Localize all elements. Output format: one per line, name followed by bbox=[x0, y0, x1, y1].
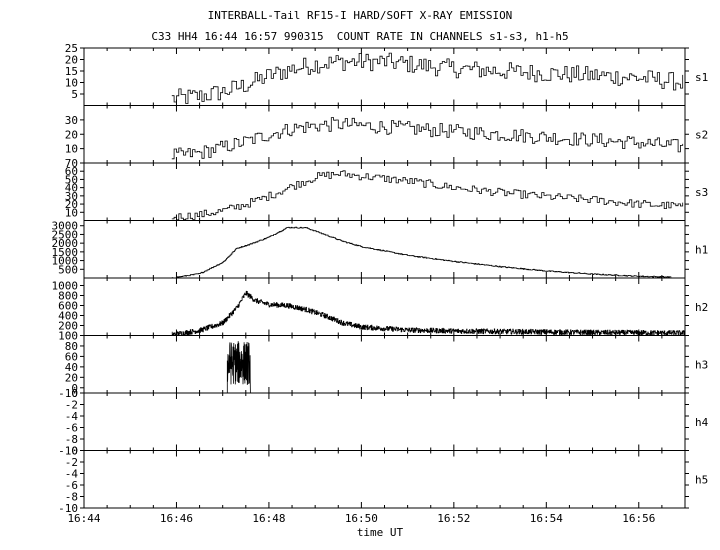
series-line-h2 bbox=[171, 290, 686, 336]
y-tick-label-h1: 3000 bbox=[52, 220, 79, 233]
y-tick-label-h3: -10 bbox=[58, 387, 78, 400]
y-tick-label-s3: 10 bbox=[65, 206, 78, 219]
y-tick-label-h3: 80 bbox=[65, 340, 78, 353]
y-tick-label-h2: 1000 bbox=[52, 280, 79, 293]
x-tick-label: 16:56 bbox=[622, 512, 655, 525]
y-tick-label-s2: 30 bbox=[65, 114, 78, 127]
channel-label-s2: s2 bbox=[695, 128, 708, 141]
y-tick-label-h4: -8 bbox=[65, 433, 78, 446]
x-tick-label: 16:54 bbox=[530, 512, 563, 525]
y-tick-label-s3: 70 bbox=[65, 157, 78, 170]
y-tick-label-h2: 200 bbox=[58, 320, 78, 333]
x-tick-label: 16:52 bbox=[437, 512, 470, 525]
y-tick-label-h5: -4 bbox=[65, 468, 79, 481]
x-tick-label: 16:50 bbox=[345, 512, 378, 525]
series-line-s1 bbox=[171, 52, 684, 104]
y-tick-label-h1: 2000 bbox=[52, 237, 79, 250]
y-tick-label-h5: -10 bbox=[58, 502, 78, 515]
y-tick-label-h1: 1500 bbox=[52, 246, 79, 259]
y-tick-label-s1: 25 bbox=[65, 42, 78, 55]
y-tick-label-h3: 100 bbox=[58, 330, 78, 343]
y-tick-label-h1: 2500 bbox=[52, 228, 79, 241]
x-tick-label: 16:48 bbox=[252, 512, 285, 525]
panel-frame-h5 bbox=[83, 450, 686, 509]
y-tick-label-h3: 40 bbox=[65, 361, 78, 374]
y-tick-label-h3: 0 bbox=[71, 382, 78, 395]
x-tick-label: 16:44 bbox=[67, 512, 100, 525]
channel-label-h5: h5 bbox=[695, 473, 708, 486]
y-tick-label-s2: 20 bbox=[65, 128, 78, 141]
y-tick-label-s3: 30 bbox=[65, 190, 78, 203]
panel-frame-h3 bbox=[83, 335, 686, 394]
series-line-h3 bbox=[226, 341, 251, 394]
panel-frame-h2 bbox=[83, 277, 686, 336]
y-tick-label-s3: 40 bbox=[65, 182, 78, 195]
y-tick-label-h1: 1000 bbox=[52, 255, 79, 268]
y-tick-label-h4: -10 bbox=[58, 445, 78, 458]
channel-label-h1: h1 bbox=[695, 243, 708, 256]
y-tick-label-h5: -8 bbox=[65, 491, 78, 504]
y-tick-label-s3: 20 bbox=[65, 198, 78, 211]
y-tick-label-h5: -6 bbox=[65, 479, 78, 492]
y-tick-label-h2: 400 bbox=[58, 310, 78, 323]
y-tick-label-h4: -2 bbox=[65, 399, 78, 412]
y-tick-label-s2: 10 bbox=[65, 143, 78, 156]
y-tick-label-s1: 20 bbox=[65, 54, 78, 67]
x-tick-label: 16:46 bbox=[160, 512, 193, 525]
y-tick-label-s1: 15 bbox=[65, 65, 78, 78]
y-tick-label-h4: -4 bbox=[65, 410, 79, 423]
series-line-s3 bbox=[171, 170, 684, 221]
channel-label-h3: h3 bbox=[695, 358, 708, 371]
chart-subtitle: C33 HH4 16:44 16:57 990315 COUNT RATE IN… bbox=[151, 30, 569, 43]
y-tick-label-h4: 0 bbox=[71, 387, 78, 400]
channel-label-h2: h2 bbox=[695, 301, 708, 314]
y-tick-label-s1: 10 bbox=[65, 77, 78, 90]
panel-frame-h4 bbox=[83, 392, 686, 451]
y-tick-label-h4: -6 bbox=[65, 422, 78, 435]
channel-label-s1: s1 bbox=[695, 71, 708, 84]
y-tick-label-h2: 600 bbox=[58, 300, 78, 313]
y-tick-label-h2: 800 bbox=[58, 290, 78, 303]
y-tick-label-h3: 60 bbox=[65, 350, 78, 363]
panel-frame-s3 bbox=[83, 162, 686, 221]
y-tick-label-h5: 0 bbox=[71, 445, 78, 458]
chart-title: INTERBALL-Tail RF15-I HARD/SOFT X-RAY EM… bbox=[207, 9, 513, 22]
channel-label-h4: h4 bbox=[695, 416, 709, 429]
panel-frame-h1 bbox=[83, 220, 686, 279]
x-axis-label: time UT bbox=[356, 526, 404, 539]
y-tick-label-h1: 500 bbox=[58, 263, 78, 276]
series-line-s2 bbox=[171, 117, 684, 160]
series-line-h1 bbox=[171, 226, 672, 279]
y-tick-label-h3: 20 bbox=[65, 371, 78, 384]
channel-label-s3: s3 bbox=[695, 186, 708, 199]
y-tick-label-s3: 50 bbox=[65, 173, 78, 186]
y-tick-label-h5: -2 bbox=[65, 456, 78, 469]
y-tick-label-s1: 5 bbox=[71, 88, 78, 101]
y-tick-label-s3: 60 bbox=[65, 165, 78, 178]
